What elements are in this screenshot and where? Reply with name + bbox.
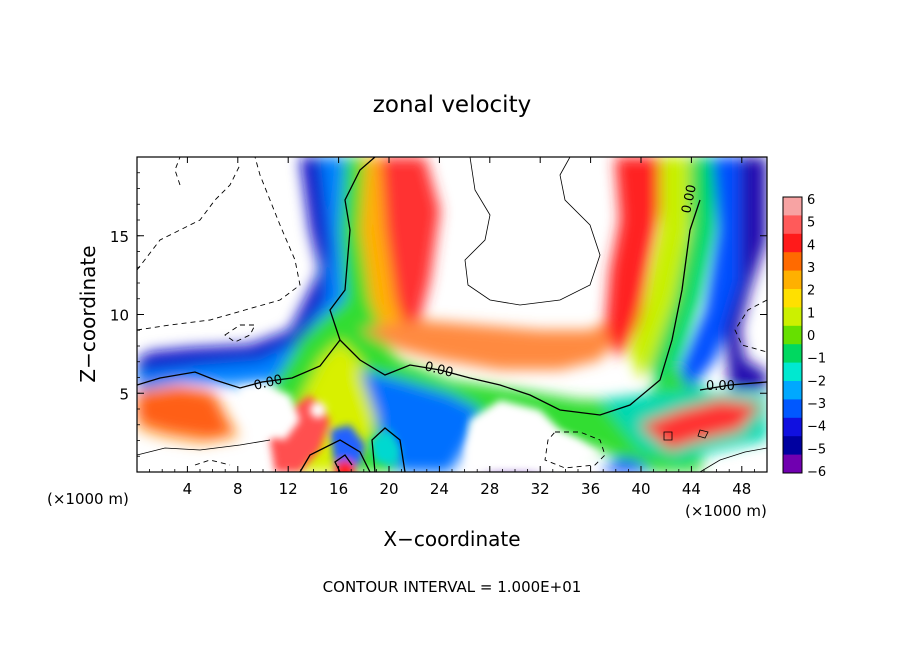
colorbar-swatch [783,289,802,308]
x-tick-label: 20 [379,480,398,498]
colorbar-label: 4 [807,238,815,253]
x-tick-label: 40 [631,480,650,498]
colorbar-swatch [783,307,802,327]
colorbar-label: −2 [807,374,826,389]
colorbar-swatch [783,436,802,456]
x-tick-label: 48 [732,480,751,498]
colorbar-label: 0 [807,329,815,344]
chart-title: zonal velocity [373,92,531,118]
x-unit-label-left: (×1000 m) [47,490,129,508]
x-tick-label: 28 [480,480,499,498]
colorbar-label: 6 [807,193,815,208]
contour-label: 0.00 [252,372,284,394]
colorbar-swatch [783,417,802,437]
field-white-pocket-left [240,385,300,440]
field-blue-left [137,157,355,392]
x-tick-label: 4 [183,480,193,498]
x-axis-label: X−coordinate [383,527,520,551]
colorbar-swatch [783,344,802,364]
plot-area: 0.00 0.00 0.00 0.00 4 8 12 16 20 24 28 32 36 40 44… [110,156,768,498]
field-blue-spot-center [330,425,365,468]
colorbar-label: −1 [807,352,826,367]
colorbar-swatch [783,399,802,419]
field-red-spot-16km [335,460,355,472]
colorbar-label: −4 [807,420,826,435]
field-white-pocket-center [465,400,600,472]
heatmap-field: 0.00 0.00 0.00 0.00 [137,157,767,472]
colorbar-swatch [783,233,802,253]
colorbar-frame [782,196,803,474]
contour-label: 0.00 [706,379,735,394]
zero-contour [137,157,767,472]
colorbar: 6 5 4 3 2 1 0 −1 −2 −3 −4 −5 −6 [782,193,826,480]
x-tick-label: 44 [682,480,701,498]
x-unit-label-right: (×1000 m) [685,502,767,520]
colorbar-swatch [783,215,802,235]
y-tick-label: 5 [119,385,129,403]
x-tick-label: 32 [531,480,550,498]
field-red-column-right [605,157,665,360]
colorbar-label: −6 [807,465,826,480]
positive-contours [137,157,767,472]
x-tick-label: 36 [581,480,600,498]
colorbar-label: 1 [807,306,815,321]
y-axis-ticks: 5 10 15 [110,172,767,457]
contour-label: 0.00 [679,183,700,214]
colorbar-label: 2 [807,284,815,299]
x-tick-label: 24 [430,480,449,498]
colorbar-label: −3 [807,397,826,412]
y-axis-label: Z−coordinate [76,245,100,382]
colorbar-swatch [783,252,802,272]
field-orange-ridge [360,300,625,370]
contour-interval-note: CONTOUR INTERVAL = 1.000E+01 [323,578,582,596]
field-blue-bottom-right [600,458,650,472]
x-tick-label: 16 [329,480,348,498]
x-tick-label: 8 [233,480,243,498]
field-orange-lower-left [137,383,240,445]
x-tick-label: 12 [279,480,298,498]
colorbar-swatch [783,381,802,400]
negative-contours [137,157,767,469]
colorbar-swatch [783,197,802,216]
colorbar-swatch [783,454,802,474]
colorbar-swatch [783,325,802,345]
contour-label: 0.00 [423,359,455,381]
field-yellow-column-right [630,157,690,380]
field-white-dot [310,402,326,418]
y-tick-label: 15 [110,228,129,246]
colorbar-label: 3 [807,261,815,276]
field-red-lower-right [640,400,760,450]
colorbar-swatch [783,362,802,382]
field-green-column-right [650,157,715,390]
contour-labels: 0.00 0.00 0.00 0.00 [252,183,735,394]
colorbar-label: −5 [807,442,826,457]
colorbar-swatch [783,270,802,290]
field-blue-column-right [680,157,750,390]
x-axis-ticks: 4 8 12 16 20 24 28 32 36 40 44 48 [149,157,755,498]
y-tick-label: 10 [110,307,129,325]
colorbar-label: 5 [807,216,815,231]
field-green-column-center [340,157,385,345]
field-cyan-spot-center [370,430,400,465]
